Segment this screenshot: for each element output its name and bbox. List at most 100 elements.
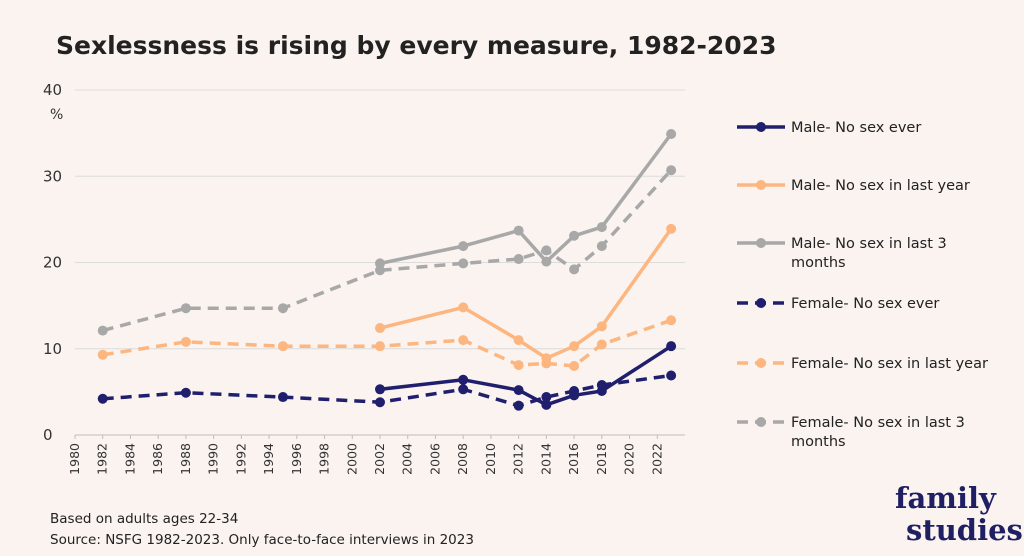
y-tick-label: 0 bbox=[43, 426, 53, 444]
legend-marker bbox=[756, 417, 766, 427]
legend-label: Female- No sex in last year bbox=[791, 356, 988, 372]
series-4 bbox=[97, 370, 677, 411]
footnote: Source: NSFG 1982-2023. Only face-to-fac… bbox=[50, 532, 474, 548]
series-3 bbox=[375, 128, 677, 269]
data-point bbox=[569, 264, 580, 275]
legend-label: Female- No sex in last 3 months bbox=[791, 415, 965, 450]
y-tick-label: 40 bbox=[43, 81, 62, 99]
x-tick-label: 2000 bbox=[344, 443, 359, 475]
x-tick-label: 2016 bbox=[566, 443, 581, 475]
x-tick-label: 1980 bbox=[67, 443, 82, 475]
data-point bbox=[277, 392, 288, 403]
series-line bbox=[102, 318, 672, 368]
legend-item: Male- No sex in last 3 months bbox=[737, 236, 947, 271]
footnote: Based on adults ages 22-34 bbox=[50, 511, 238, 527]
y-tick-label: 30 bbox=[43, 167, 62, 185]
series-line bbox=[379, 132, 673, 266]
data-point bbox=[97, 393, 108, 404]
data-point bbox=[666, 315, 677, 326]
logo-line-2: studies bbox=[906, 513, 1023, 547]
x-tick-label: 1998 bbox=[317, 443, 332, 475]
data-point bbox=[596, 339, 607, 350]
series-line bbox=[379, 227, 673, 360]
legend-item: Female- No sex in last year bbox=[737, 356, 988, 372]
data-point bbox=[666, 128, 677, 139]
x-tick-label: 2012 bbox=[511, 443, 526, 475]
data-point bbox=[666, 370, 677, 381]
legend-label: Male- No sex in last 3 months bbox=[791, 236, 947, 271]
data-point bbox=[541, 399, 552, 410]
data-point bbox=[458, 374, 469, 385]
data-point bbox=[541, 245, 552, 256]
notes: Based on adults ages 22-34 Source: NSFG 1… bbox=[50, 511, 474, 548]
series-1 bbox=[375, 341, 677, 410]
data-point bbox=[541, 392, 552, 403]
x-tick-label: 1982 bbox=[95, 443, 110, 475]
data-point bbox=[277, 341, 288, 352]
y-tick-label: 10 bbox=[43, 340, 62, 358]
series-line bbox=[102, 373, 672, 408]
data-point bbox=[458, 258, 469, 269]
data-point bbox=[375, 258, 385, 269]
x-tick-label: 2020 bbox=[622, 443, 637, 475]
data-point bbox=[458, 241, 469, 252]
y-axis-unit: % bbox=[50, 107, 63, 123]
data-point bbox=[569, 230, 580, 241]
series-6 bbox=[97, 165, 677, 336]
series-line bbox=[102, 169, 673, 333]
x-tick-label: 2014 bbox=[538, 443, 553, 475]
logo-line-1: family bbox=[895, 481, 997, 515]
data-point bbox=[458, 302, 469, 313]
legend: Male- No sex ever Male- No sex in last ye… bbox=[737, 120, 988, 450]
data-point bbox=[375, 397, 385, 408]
family-studies-logo: family studies bbox=[895, 481, 1023, 547]
data-point bbox=[569, 341, 580, 352]
data-point bbox=[596, 241, 607, 252]
data-point bbox=[97, 349, 108, 360]
legend-marker bbox=[756, 180, 766, 190]
series-layer bbox=[97, 128, 677, 411]
x-tick-label: 2008 bbox=[455, 443, 470, 475]
data-point bbox=[666, 223, 677, 234]
legend-label: Female- No sex ever bbox=[791, 296, 939, 312]
data-point bbox=[458, 384, 469, 395]
x-tick-label: 2018 bbox=[594, 443, 609, 475]
x-tick-label: 1994 bbox=[261, 443, 276, 475]
legend-item: Female- No sex in last 3 months bbox=[737, 415, 965, 450]
chart-title: Sexlessness is rising by every measure, … bbox=[56, 31, 777, 60]
data-point bbox=[596, 222, 607, 233]
legend-marker bbox=[756, 358, 766, 368]
data-point bbox=[513, 254, 524, 265]
x-tick-label: 1984 bbox=[122, 443, 137, 475]
data-point bbox=[458, 335, 469, 346]
series-5 bbox=[97, 315, 677, 371]
x-tick-label: 1988 bbox=[178, 443, 193, 475]
legend-label: Male- No sex in last year bbox=[791, 178, 970, 194]
data-point bbox=[541, 256, 552, 267]
data-point bbox=[513, 400, 524, 411]
data-point bbox=[513, 225, 524, 236]
data-point bbox=[513, 385, 524, 396]
x-tick-label: 2004 bbox=[400, 443, 415, 475]
legend-marker bbox=[756, 122, 766, 132]
x-tick-label: 2006 bbox=[427, 443, 442, 475]
legend-label: Male- No sex ever bbox=[791, 120, 921, 136]
data-point bbox=[541, 358, 552, 369]
x-tick-label: 1996 bbox=[289, 443, 304, 475]
x-tick-label: 1992 bbox=[233, 443, 248, 475]
data-point bbox=[277, 303, 288, 314]
data-point bbox=[180, 336, 191, 347]
legend-item: Male- No sex ever bbox=[737, 120, 921, 136]
series-2 bbox=[375, 223, 677, 364]
data-point bbox=[180, 303, 191, 314]
data-point bbox=[569, 361, 580, 371]
series-line bbox=[379, 344, 673, 407]
data-point bbox=[375, 265, 385, 276]
data-point bbox=[666, 341, 677, 352]
data-point bbox=[596, 321, 607, 332]
data-point bbox=[180, 387, 191, 398]
data-point bbox=[666, 165, 677, 176]
axes: 0 10 20 30 40 1980 1982 1984 1986 1988 1990 1992 199… bbox=[43, 81, 664, 475]
data-point bbox=[596, 379, 607, 390]
x-tick-label: 1986 bbox=[150, 443, 165, 475]
